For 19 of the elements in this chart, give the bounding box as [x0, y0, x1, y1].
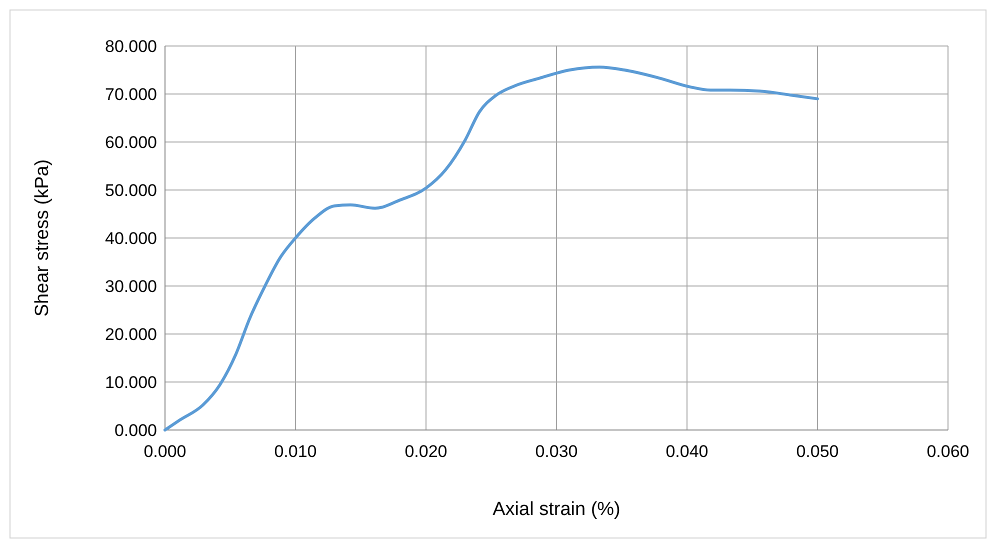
line-series [164, 66, 819, 432]
x-tick-label: 0.020 [404, 442, 448, 461]
y-axis-title: Shear stress (kPa) [32, 159, 53, 317]
x-tick-label: 0.050 [796, 442, 839, 461]
x-tick-label: 0.010 [274, 442, 317, 461]
y-tick-label: 80.000 [105, 36, 157, 56]
y-tick-label: 0.000 [114, 420, 157, 440]
x-tick-label: 0.000 [144, 442, 186, 461]
y-tick-label: 10.000 [105, 372, 157, 392]
x-tick-label: 0.060 [926, 442, 970, 461]
x-axis-title: Axial strain (%) [492, 499, 620, 520]
y-tick-label: 20.000 [105, 324, 157, 344]
y-tick-label: 60.000 [105, 132, 157, 152]
x-tick-label: 0.040 [666, 442, 708, 461]
y-tick-label: 50.000 [105, 180, 157, 200]
y-tick-label: 30.000 [105, 276, 157, 296]
x-tick-label: 0.030 [535, 442, 578, 461]
y-tick-label: 70.000 [105, 84, 157, 104]
y-tick-label: 40.000 [105, 228, 157, 248]
